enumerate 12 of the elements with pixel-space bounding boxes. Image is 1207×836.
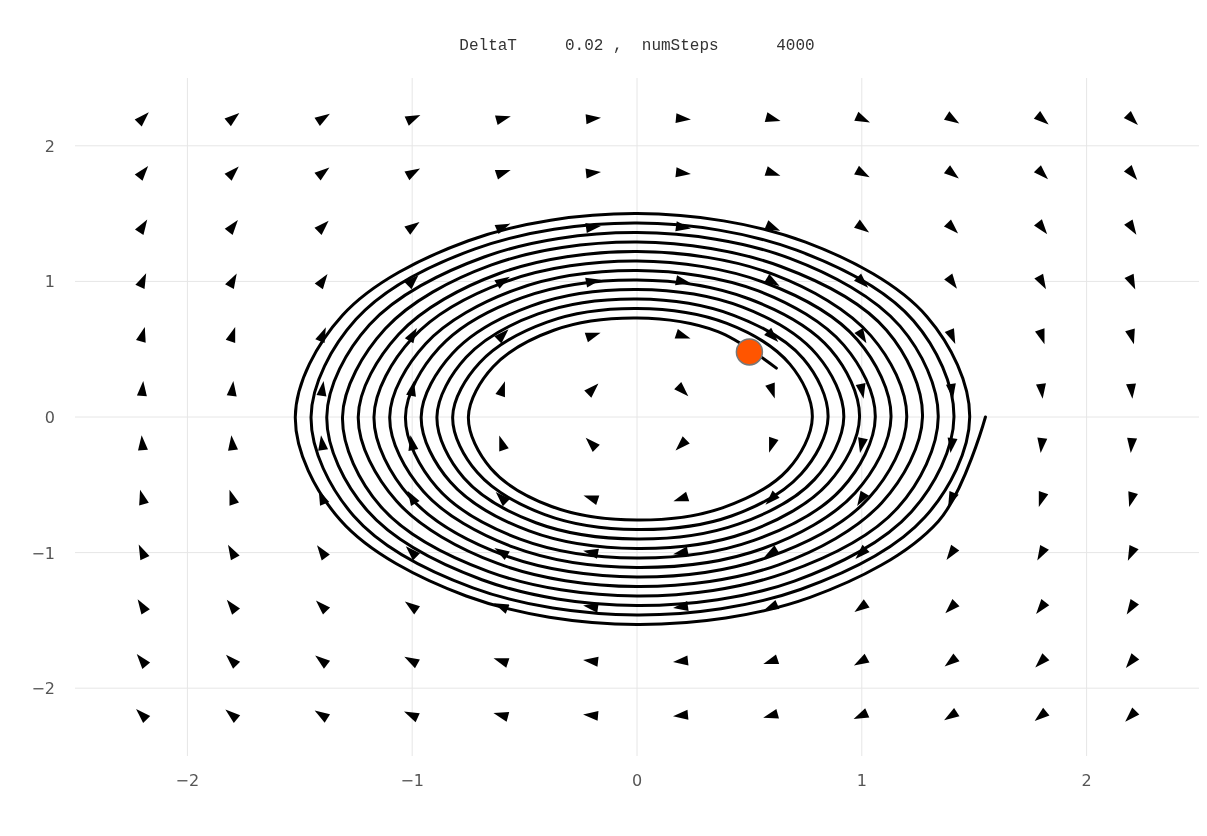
y-tick-label: 0 (44, 408, 55, 427)
line-series (293, 212, 987, 626)
x-tick-label: 0 (631, 771, 643, 790)
x-tick-label: −1 (400, 771, 424, 790)
y-tick-label: 1 (44, 272, 55, 292)
x-tick-label: 1 (856, 771, 867, 790)
y-tick-label: −1 (31, 543, 55, 563)
x-tick-label: 2 (1081, 771, 1092, 790)
y-tick-label: 2 (44, 136, 55, 156)
x-tick-label: −2 (175, 771, 200, 790)
y-tick-label: −2 (31, 679, 55, 699)
chart-title: DeltaT 0.02 , numSteps 4000 (459, 37, 815, 55)
